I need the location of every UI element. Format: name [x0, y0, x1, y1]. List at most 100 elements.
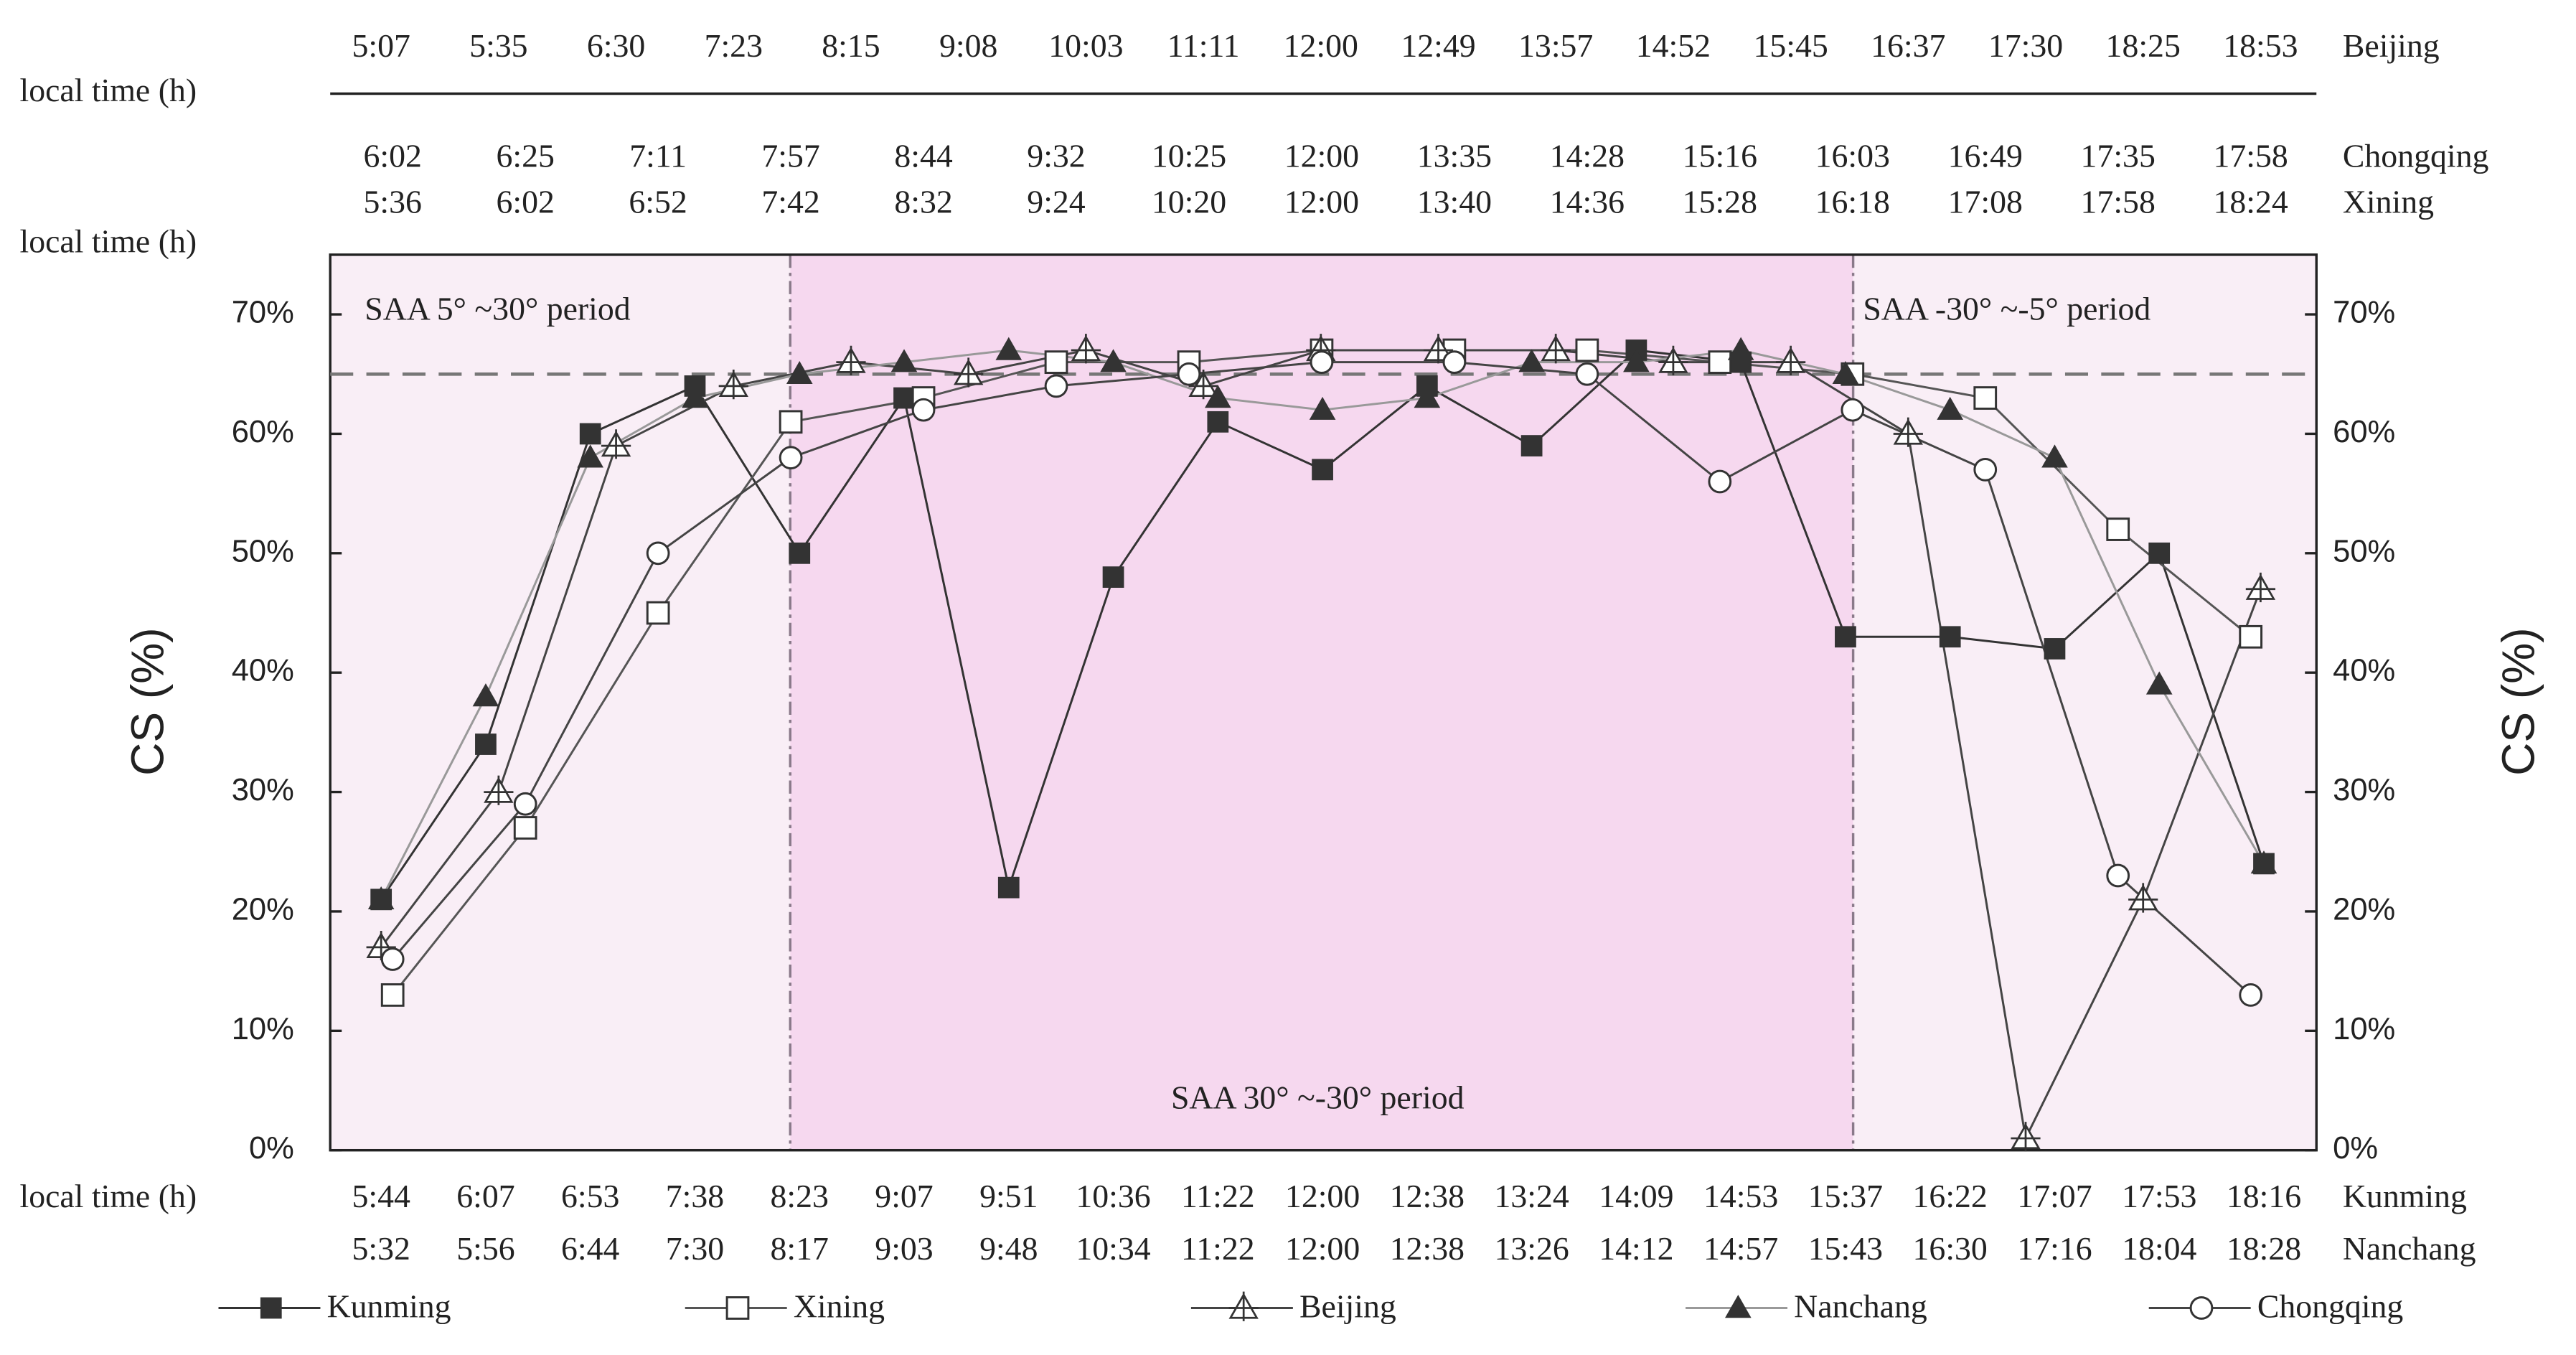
annotation: SAA 5° ~30° period: [365, 291, 631, 327]
x-tick-label: 14:36: [1550, 184, 1625, 220]
legend-label: Chongqing: [2257, 1288, 2404, 1324]
x-tick-label: 5:44: [352, 1178, 410, 1214]
marker: [1575, 362, 1599, 386]
y-tick-label: 20%: [2333, 892, 2395, 927]
y-axis-title: CS (%): [122, 627, 174, 776]
annotation: SAA -30° ~-5° period: [1863, 291, 2150, 327]
plot-frame: [329, 253, 2318, 1152]
x-tick-label: 18:24: [2214, 184, 2288, 220]
y-tick-label: 50%: [2333, 534, 2395, 568]
marker: [997, 876, 1020, 899]
x-tick-label: 6:02: [363, 138, 421, 174]
marker: [995, 337, 1023, 360]
marker: [380, 947, 405, 971]
x-tick-label: 17:35: [2081, 138, 2156, 174]
marker: [1414, 385, 1441, 408]
y-tick-label: 60%: [232, 415, 294, 449]
marker: [954, 357, 984, 388]
axis-row-name: Kunming: [2343, 1178, 2467, 1214]
marker: [1044, 350, 1068, 375]
x-tick-label: 12:00: [1285, 1230, 1360, 1267]
x-tick-label: 17:08: [1948, 184, 2023, 220]
x-tick-label: 6:25: [496, 138, 554, 174]
legend-label: Xining: [794, 1288, 885, 1324]
marker: [472, 683, 499, 707]
x-tick-label: 8:44: [894, 138, 953, 174]
x-tick-label: 14:28: [1550, 138, 1625, 174]
marker: [2250, 850, 2277, 874]
marker: [2245, 572, 2276, 603]
marker: [601, 429, 631, 459]
x-tick-label: 5:35: [469, 27, 527, 64]
marker: [1841, 398, 1865, 422]
marker: [475, 733, 497, 755]
x-tick-label: 14:52: [1636, 27, 1711, 64]
x-tick-label: 9:24: [1027, 184, 1086, 220]
x-tick-label: 13:35: [1417, 138, 1492, 174]
x-tick-label: 13:26: [1494, 1230, 1569, 1267]
marker: [1204, 385, 1231, 408]
x-tick-label: 16:30: [1913, 1230, 1988, 1267]
marker: [1775, 345, 1806, 375]
marker: [1518, 349, 1545, 372]
legend-marker: [725, 1296, 750, 1320]
marker: [1177, 362, 1201, 386]
marker: [1520, 435, 1543, 456]
x-tick-label: 9:03: [875, 1230, 933, 1267]
x-tick-label: 13:57: [1518, 27, 1593, 64]
x-tick-label: 17:07: [2017, 1178, 2092, 1214]
x-tick-label: 17:53: [2122, 1178, 2196, 1214]
axis-row-name: Chongqing: [2343, 138, 2489, 174]
y-tick-label: 20%: [232, 892, 294, 927]
x-tick-label: 16:03: [1815, 138, 1890, 174]
x-tick-label: 15:43: [1808, 1230, 1883, 1267]
x-tick-label: 7:11: [629, 138, 687, 174]
marker: [1309, 396, 1336, 420]
x-tick-label: 11:11: [1167, 27, 1240, 64]
x-tick-label: 8:15: [822, 27, 880, 64]
legend-item: Beijing: [1190, 1288, 1396, 1324]
y-tick-label: 40%: [2333, 654, 2395, 688]
x-tick-label: 9:07: [875, 1178, 933, 1214]
y-tick-label: 30%: [2333, 773, 2395, 807]
x-tick-label: 15:28: [1683, 184, 1757, 220]
axis-row-name: Nanchang: [2343, 1230, 2476, 1267]
x-tick-label: 14:09: [1599, 1178, 1673, 1214]
marker: [2041, 444, 2068, 468]
axis-row-name: Xining: [2343, 184, 2434, 220]
marker: [484, 775, 514, 805]
marker: [1708, 350, 1732, 375]
marker: [579, 423, 601, 445]
marker: [1937, 396, 1964, 420]
x-tick-label: 18:04: [2122, 1230, 2196, 1267]
marker: [380, 983, 405, 1007]
x-tick-label: 15:37: [1808, 1178, 1883, 1214]
x-tick-label: 14:53: [1703, 1178, 1778, 1214]
marker: [1442, 350, 1467, 375]
x-tick-label: 10:36: [1076, 1178, 1150, 1214]
marker: [1939, 626, 1961, 648]
x-tick-label: 7:38: [666, 1178, 724, 1214]
y-tick-label: 70%: [2333, 296, 2395, 330]
x-tick-label: 12:00: [1284, 27, 1358, 64]
y-tick-label: 60%: [2333, 415, 2395, 449]
marker: [1102, 566, 1124, 588]
y-tick-label: 10%: [232, 1012, 294, 1046]
marker: [2106, 517, 2130, 541]
x-tick-label: 10:25: [1152, 138, 1226, 174]
marker: [682, 385, 708, 408]
x-tick-label: 18:25: [2106, 27, 2181, 64]
x-tick-label: 11:22: [1181, 1230, 1255, 1267]
y-axis-title: CS (%): [2492, 627, 2544, 776]
marker: [367, 886, 395, 910]
marker: [1071, 334, 1101, 364]
marker: [1044, 374, 1068, 398]
x-tick-label: 8:32: [894, 184, 952, 220]
x-tick-label: 12:49: [1401, 27, 1475, 64]
marker: [1207, 411, 1229, 433]
y-tick-label: 40%: [232, 654, 294, 688]
x-tick-label: 7:23: [705, 27, 763, 64]
x-tick-label: 17:58: [2081, 184, 2156, 220]
x-tick-label: 15:45: [1753, 27, 1828, 64]
marker: [779, 446, 803, 470]
